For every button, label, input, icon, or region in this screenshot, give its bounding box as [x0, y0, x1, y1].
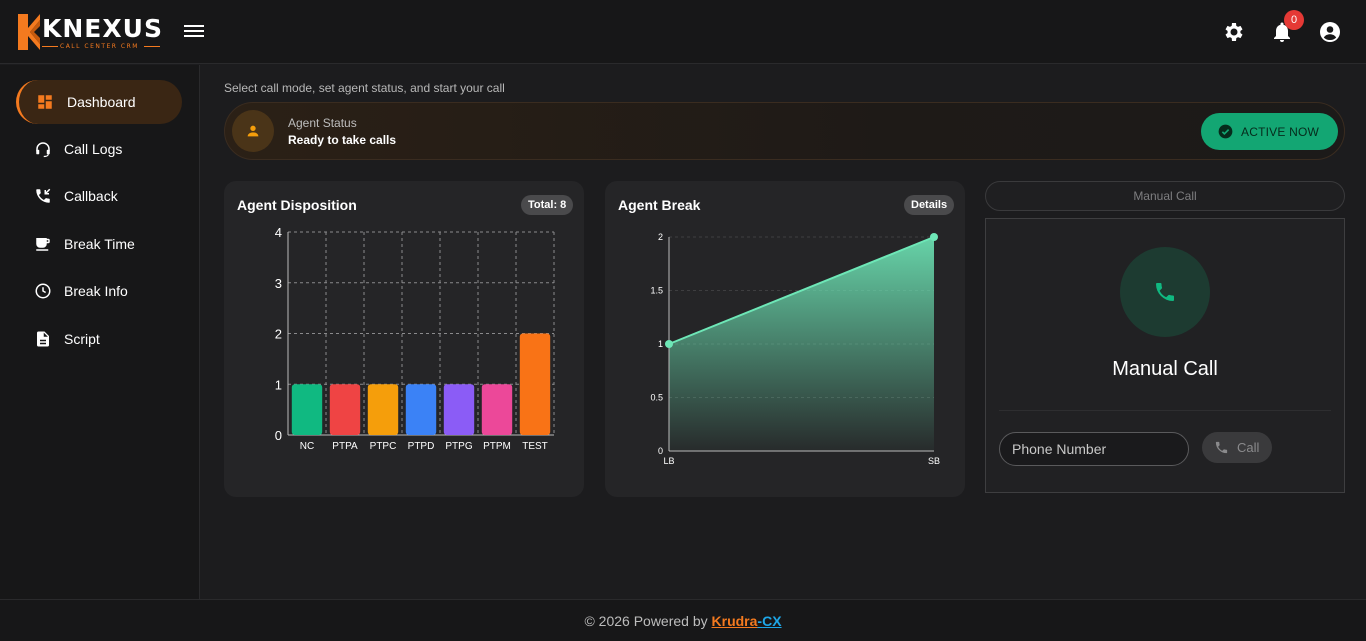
y-tick-label: 0 — [658, 446, 663, 456]
x-tick-label: PTPG — [445, 441, 472, 452]
sidebar-item-call-logs[interactable]: Call Logs — [16, 127, 182, 171]
data-point-sb — [930, 233, 938, 241]
call-button-label: Call — [1237, 440, 1260, 455]
sidebar-item-break-info[interactable]: Break Info — [16, 269, 182, 313]
brand-logo[interactable]: KNEXUS CALL CENTER CRM — [16, 10, 162, 54]
x-tick-label: PTPC — [370, 441, 397, 452]
x-tick-label: NC — [300, 441, 314, 452]
footer-brand-link-b[interactable]: CX — [762, 613, 782, 629]
sidebar-item-label: Break Time — [64, 236, 135, 252]
sidebar-item-script[interactable]: Script — [16, 317, 182, 361]
phone-icon — [1215, 441, 1228, 454]
brand-tagline: CALL CENTER CRM — [60, 43, 139, 50]
x-tick-label: LB — [663, 456, 674, 466]
page-subtitle: Select call mode, set agent status, and … — [224, 81, 505, 95]
gear-icon[interactable] — [1222, 20, 1246, 44]
headset-icon — [36, 142, 50, 158]
disposition-bar-chart: 0 1 2 3 4 NC PTPA PTPC PTPD PTPG PTPM TEST — [275, 225, 555, 452]
phone-icon — [1156, 283, 1174, 301]
y-tick-label: 0 — [275, 428, 282, 443]
x-tick-label: PTPM — [483, 441, 511, 452]
manual-call-title: Manual Call — [1112, 358, 1218, 380]
manual-call-panel: Manual Call Call — [985, 218, 1345, 493]
data-point-lb — [665, 340, 673, 348]
x-tick-label: PTPD — [408, 441, 435, 452]
agent-status-value: Ready to take calls — [288, 133, 397, 147]
x-tick-label: PTPA — [332, 441, 358, 452]
card-title: Agent Break — [618, 197, 701, 213]
sidebar-item-label: Script — [64, 331, 100, 347]
y-tick-label: 0.5 — [650, 393, 663, 403]
notification-badge: 0 — [1284, 10, 1304, 30]
phone-circle — [1120, 247, 1210, 337]
active-now-label: ACTIVE NOW — [1241, 125, 1320, 139]
agent-status-label: Agent Status — [288, 116, 357, 130]
bar-ptpc — [367, 384, 399, 435]
y-tick-label: 4 — [275, 225, 282, 240]
bar-ptpm — [481, 384, 513, 435]
agent-status-bar: Agent Status Ready to take calls ACTIVE … — [224, 102, 1345, 160]
y-tick-label: 1.5 — [650, 286, 663, 296]
brand-name: KNEXUS — [42, 14, 163, 43]
menu-icon[interactable] — [184, 22, 204, 42]
bar-nc — [291, 384, 323, 435]
card-title: Agent Disposition — [237, 197, 357, 213]
bell-icon[interactable] — [1270, 20, 1294, 44]
footer-copyright: © 2026 Powered by — [584, 613, 712, 629]
bar-ptpg — [443, 384, 475, 435]
account-circle-icon[interactable] — [1318, 20, 1342, 44]
sidebar-item-label: Call Logs — [64, 141, 123, 157]
footer-brand-link-a[interactable]: Krudra — [711, 613, 758, 629]
bar-ptpa — [329, 384, 361, 435]
phone-number-input[interactable] — [999, 432, 1189, 466]
sidebar-item-label: Dashboard — [67, 94, 136, 110]
total-pill[interactable]: Total: 8 — [521, 195, 574, 215]
area-fill — [669, 237, 934, 451]
y-tick-label: 2 — [275, 327, 282, 342]
agent-avatar — [232, 110, 274, 152]
sidebar-item-break-time[interactable]: Break Time — [16, 222, 182, 266]
x-tick-label: TEST — [522, 441, 548, 452]
call-button[interactable]: Call — [1202, 432, 1272, 463]
clock-icon — [35, 283, 51, 299]
sidebar-item-label: Callback — [64, 188, 118, 204]
person-icon — [247, 125, 259, 137]
dashboard-icon — [38, 95, 52, 109]
sidebar-item-callback[interactable]: Callback — [16, 174, 182, 218]
top-header: KNEXUS CALL CENTER CRM 0 — [0, 0, 1366, 64]
y-tick-label: 2 — [658, 232, 663, 242]
y-tick-label: 3 — [275, 276, 282, 291]
footer-brand-dash[interactable]: - — [757, 613, 763, 629]
sidebar-item-label: Break Info — [64, 283, 128, 299]
check-circle-icon — [1218, 124, 1233, 139]
divider — [999, 410, 1331, 411]
y-tick-label: 1 — [658, 339, 663, 349]
agent-break-card: Agent Break Details 0 0.5 1 1.5 2 LB SB — [605, 181, 965, 497]
sidebar: Dashboard Call Logs Callback Break Time … — [0, 65, 200, 599]
logo-rule-right — [144, 46, 160, 47]
break-area-chart: 0 0.5 1 1.5 2 LB SB — [650, 232, 940, 466]
sidebar-item-dashboard[interactable]: Dashboard — [16, 80, 182, 124]
logo-mark-icon — [18, 14, 40, 50]
bar-ptpd — [405, 384, 437, 435]
document-icon — [37, 331, 49, 347]
x-tick-label: SB — [928, 456, 940, 466]
manual-call-tab[interactable]: Manual Call — [985, 181, 1345, 211]
area-line — [668, 236, 935, 345]
bar-test — [519, 333, 551, 435]
logo-rule-left — [42, 46, 58, 47]
agent-disposition-card: Agent Disposition Total: 8 0 1 2 3 4 NC PTPA PT… — [224, 181, 584, 497]
phone-callback-icon — [36, 188, 51, 203]
active-now-button[interactable]: ACTIVE NOW — [1201, 113, 1338, 150]
coffee-icon — [36, 238, 50, 251]
y-tick-label: 1 — [275, 377, 282, 392]
footer: © 2026 Powered by Krudra-CX — [0, 599, 1366, 641]
details-pill[interactable]: Details — [904, 195, 955, 215]
